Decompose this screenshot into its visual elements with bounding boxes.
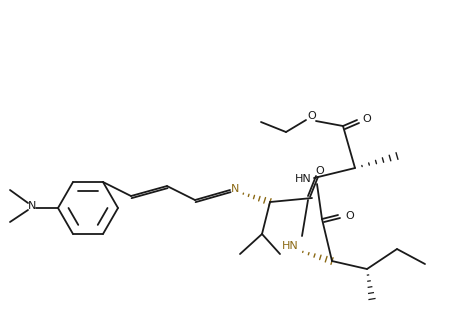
Text: O: O (307, 111, 316, 121)
Text: O: O (315, 166, 324, 176)
Text: HN: HN (294, 174, 311, 184)
Text: HN: HN (281, 241, 298, 251)
Text: O: O (362, 114, 370, 124)
Text: O: O (345, 211, 354, 221)
Text: N: N (28, 201, 36, 211)
Text: N: N (230, 184, 239, 194)
